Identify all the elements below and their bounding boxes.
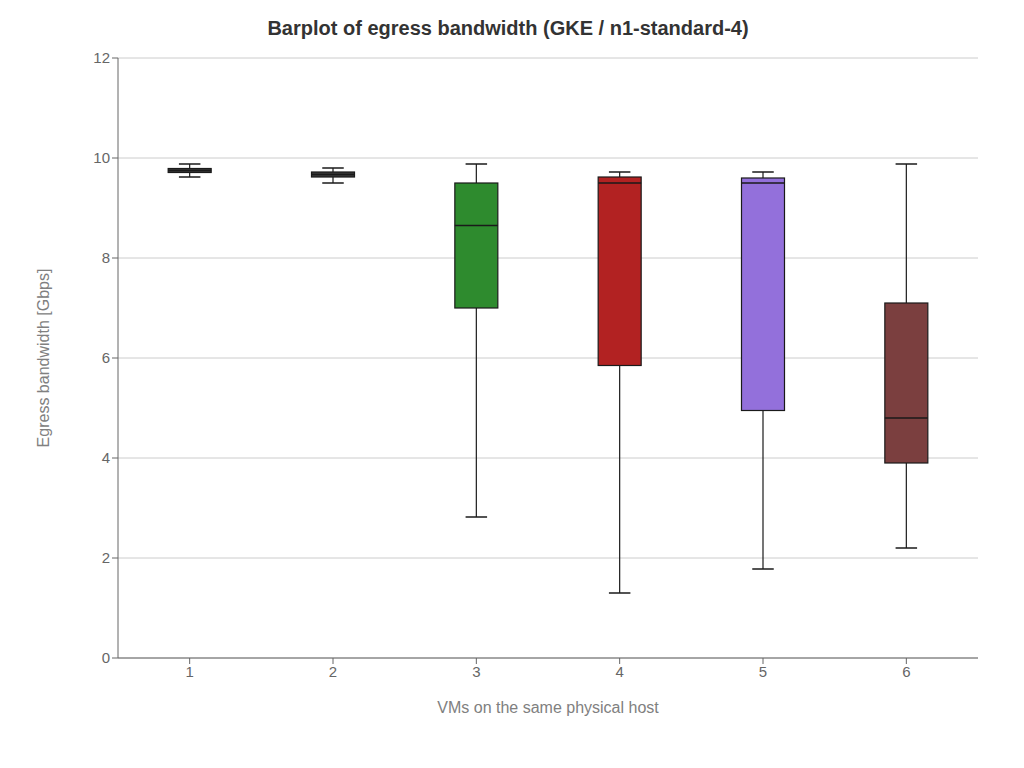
svg-text:VMs on the same physical host: VMs on the same physical host [437,699,659,716]
svg-text:2: 2 [102,549,110,566]
svg-text:Egress bandwidth [Gbps]: Egress bandwidth [Gbps] [35,269,52,448]
svg-text:4: 4 [102,449,110,466]
svg-text:0: 0 [102,649,110,666]
svg-text:6: 6 [902,663,910,680]
svg-text:8: 8 [102,249,110,266]
svg-text:6: 6 [102,349,110,366]
svg-text:3: 3 [472,663,480,680]
svg-text:12: 12 [93,49,110,66]
svg-text:5: 5 [759,663,767,680]
svg-text:4: 4 [615,663,623,680]
html-text:Barplot of egress bandwidth (G: Barplot of egress bandwidth (GKE / n1-st… [267,17,749,39]
svg-text:10: 10 [93,149,110,166]
svg-text:1: 1 [185,663,193,680]
svg-text:2: 2 [329,663,337,680]
